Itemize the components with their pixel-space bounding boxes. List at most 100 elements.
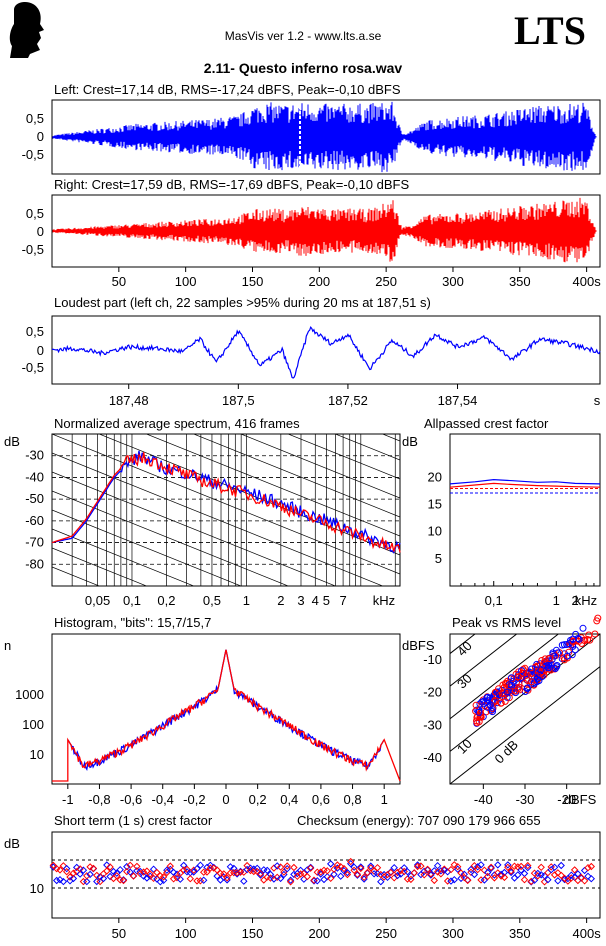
- shortterm-point: [534, 872, 542, 880]
- spectrum-tilt-line: [145, 434, 400, 537]
- shortterm-point: [584, 872, 592, 881]
- shortterm-point: [153, 868, 161, 877]
- peakrms-label: Peak vs RMS level: [452, 615, 561, 630]
- spectrum-left-series: [51, 450, 401, 554]
- y-tick-label: -30: [25, 448, 44, 463]
- shortterm-point: [403, 867, 412, 876]
- shortterm-point: [93, 871, 101, 880]
- shortterm-point: [480, 876, 489, 884]
- shortterm-point: [584, 863, 592, 872]
- shortterm-point: [109, 867, 118, 876]
- x-tick-label: 0,05: [85, 593, 110, 608]
- left-ytick-m05: -0,5: [22, 147, 44, 162]
- shortterm-point: [113, 872, 121, 880]
- peakrms-point: [477, 713, 485, 721]
- histogram-label: Histogram, "bits": 15,7/15,7: [54, 615, 211, 630]
- shortterm-point: [240, 877, 248, 885]
- shortterm-point: [313, 877, 322, 885]
- shortterm-point: [306, 863, 315, 872]
- shortterm-point: [250, 865, 258, 873]
- shortterm-point: [550, 863, 559, 872]
- shortterm-point: [286, 876, 295, 884]
- peakrms-point: [538, 668, 546, 676]
- shortterm-point: [343, 868, 352, 877]
- spectrum-tilt-line: [239, 434, 400, 499]
- x-tick-label: 250: [375, 274, 397, 289]
- peakrms-point: [519, 669, 527, 677]
- shortterm-point: [176, 875, 185, 883]
- shortterm-point: [357, 863, 365, 871]
- y-tick-label: -10: [423, 652, 442, 667]
- allpass-label: Allpassed crest factor: [424, 416, 549, 431]
- spectrum-tilt-line: [52, 490, 290, 586]
- shortterm-point: [580, 877, 589, 885]
- shortterm-point: [119, 876, 128, 885]
- x-tick-label: 250: [375, 926, 397, 941]
- x-tick-label: 187,54: [438, 393, 478, 408]
- peakrms-points: [472, 614, 602, 727]
- x-tick-label: 350: [509, 926, 531, 941]
- x-tick-label: 200: [308, 274, 330, 289]
- x-tick-label: -0,6: [120, 792, 142, 807]
- x-tick-label: 0,8: [344, 792, 362, 807]
- x-tick-label: 0: [222, 792, 229, 807]
- shortterm-point: [554, 877, 562, 885]
- peakrms-point: [528, 678, 535, 686]
- right-ytick-0: 0: [37, 224, 44, 239]
- x-tick-label: 0,1: [485, 593, 503, 608]
- shortterm-point: [196, 861, 205, 869]
- histogram-xaxis-ticks: -1 -0,8 -0,6 -0,4 -0,2 0 0,2 0,4 0,6 0,8 1: [62, 784, 388, 807]
- allpass-panel: Allpassed crest factor dB 20 15 10 5 0,1 1 2k…: [402, 416, 601, 608]
- peakrms-point: [528, 665, 536, 673]
- shortterm-point: [353, 870, 362, 879]
- peakrms-point: [568, 651, 576, 659]
- shortterm-point: [393, 871, 402, 880]
- peakrms-point: [523, 684, 531, 692]
- shortterm-point: [62, 864, 71, 873]
- spectrum-tilt-line: [52, 528, 195, 586]
- shortterm-point: [199, 868, 208, 876]
- shortterm-point: [517, 862, 525, 871]
- peakrms-point: [553, 662, 561, 669]
- shortterm-point: [270, 875, 278, 883]
- shortterm-point: [564, 874, 572, 883]
- shortterm-point: [437, 867, 445, 875]
- shortterm-point: [507, 867, 515, 875]
- shortterm-point: [333, 864, 342, 872]
- spectrum-tilt-line: [52, 471, 337, 586]
- shortterm-point: [483, 868, 492, 877]
- spectrum-tilt-line: [52, 452, 384, 586]
- left-waveform-panel: Left: Crest=17,14 dB, RMS=-17,24 dBFS, P…: [22, 82, 601, 175]
- shortterm-point: [487, 863, 495, 872]
- shortterm-point: [524, 861, 532, 870]
- shortterm-point: [336, 862, 345, 871]
- shortterm-point: [103, 867, 111, 875]
- x-tick-label: -0,2: [183, 792, 205, 807]
- spectrum-panel: Normalized average spectrum, 416 frames …: [4, 416, 401, 608]
- shortterm-point: [276, 863, 285, 871]
- y-tick-label: -50: [25, 491, 44, 506]
- loudest-part-panel: Loudest part (left ch, 22 samples >95% d…: [22, 295, 601, 408]
- right-waveform-panel: Right: Crest=17,59 dB, RMS=-17,69 dBFS, …: [22, 177, 602, 289]
- shortterm-point: [370, 867, 378, 875]
- left-ytick-05: 0,5: [26, 111, 44, 126]
- spectrum-frame: [51, 433, 401, 587]
- shortterm-label: Short term (1 s) crest factor: [54, 813, 213, 828]
- shortterm-point: [427, 871, 435, 879]
- x-unit-label: kHz: [575, 593, 597, 608]
- spectrum-right-series: [51, 452, 401, 553]
- y-tick-label: 100: [22, 717, 44, 732]
- y-tick-label: 10: [428, 524, 442, 539]
- allpass-yunit: dB: [402, 434, 418, 449]
- shortterm-point: [56, 866, 64, 874]
- shortterm-point: [343, 870, 352, 879]
- peakrms-point: [560, 654, 568, 662]
- shortterm-point: [159, 873, 168, 881]
- y-tick-label: 1000: [15, 687, 44, 702]
- shortterm-point: [283, 862, 291, 870]
- x-tick-label: 1: [243, 593, 250, 608]
- peakrms-point: [537, 669, 545, 677]
- spectrum-yaxis-ticks: -30 -40 -50 -60 -70 -80: [25, 448, 44, 572]
- waveform-envelope: [52, 197, 597, 263]
